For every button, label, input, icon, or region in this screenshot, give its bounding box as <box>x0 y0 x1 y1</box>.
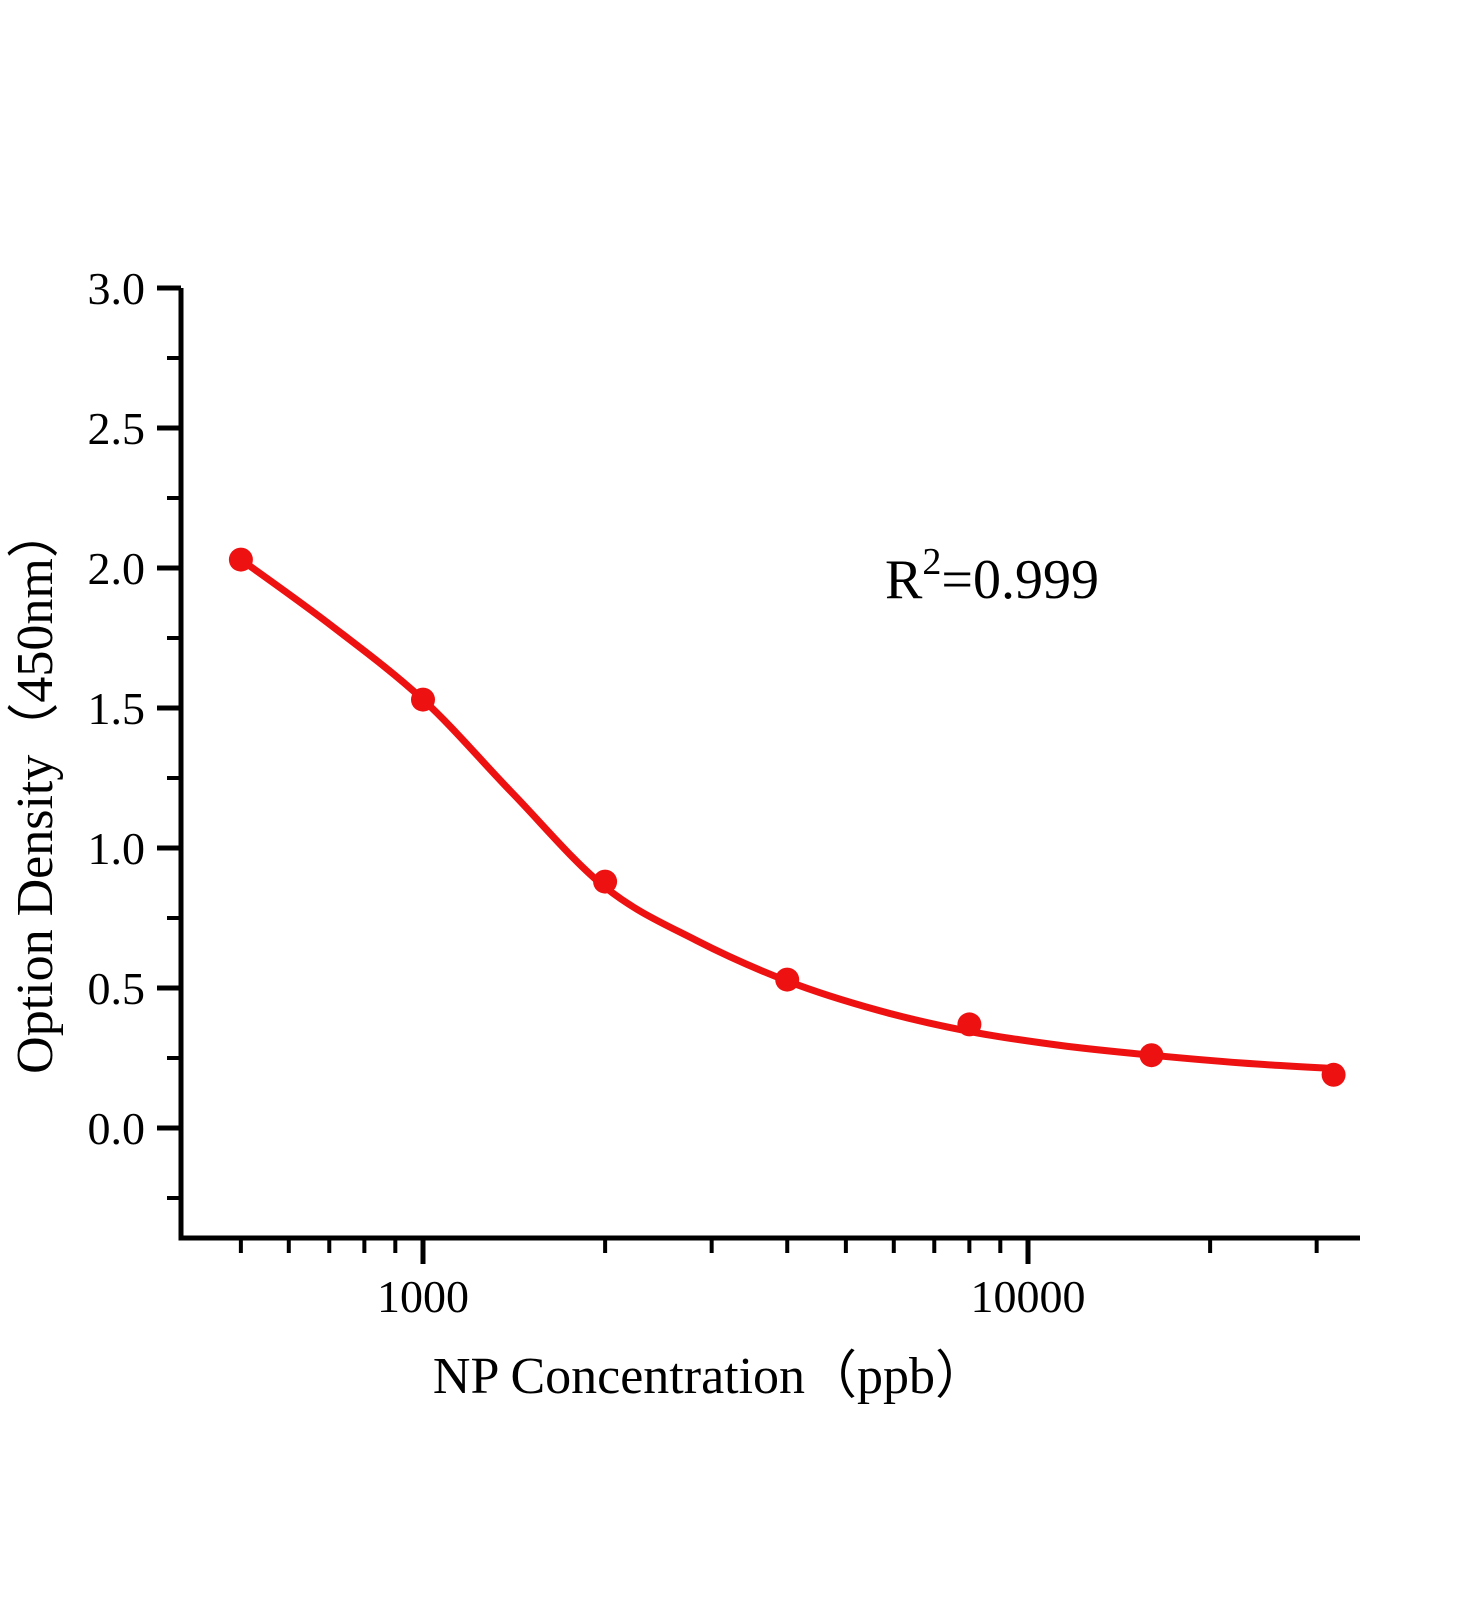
data-point <box>775 967 800 992</box>
x-tick-label: 10000 <box>971 1271 1086 1322</box>
fit-curve-line <box>237 556 1338 1073</box>
y-tick-label: 3.0 <box>88 263 146 314</box>
x-axis-title: NP Concentration（ppb） <box>433 1348 987 1405</box>
data-point <box>228 547 253 572</box>
axis-tick-labels: 0.0 0.5 1.0 1.5 2.0 2.5 3.0 1000 10000 <box>88 263 1086 1322</box>
data-point <box>1321 1062 1346 1087</box>
axis-ticks <box>157 285 1319 1264</box>
data-point <box>1139 1043 1164 1068</box>
x-tick-label: 1000 <box>377 1271 469 1322</box>
data-point <box>411 687 435 712</box>
axes <box>178 288 1360 1241</box>
y-tick-label: 2.5 <box>88 403 146 454</box>
y-tick-label: 0.0 <box>88 1103 146 1154</box>
y-tick-label: 0.5 <box>88 963 146 1014</box>
y-tick-label: 2.0 <box>88 543 146 594</box>
y-tick-label: 1.5 <box>88 683 146 734</box>
data-point <box>957 1012 982 1037</box>
data-points <box>228 547 1346 1087</box>
axis-frame <box>178 288 1360 1241</box>
data-point <box>593 869 618 894</box>
r-squared-annotation: R2=0.999 <box>885 541 1099 611</box>
y-axis-title: Option Density（450nm） <box>7 506 64 1074</box>
y-tick-label: 1.0 <box>88 823 146 874</box>
